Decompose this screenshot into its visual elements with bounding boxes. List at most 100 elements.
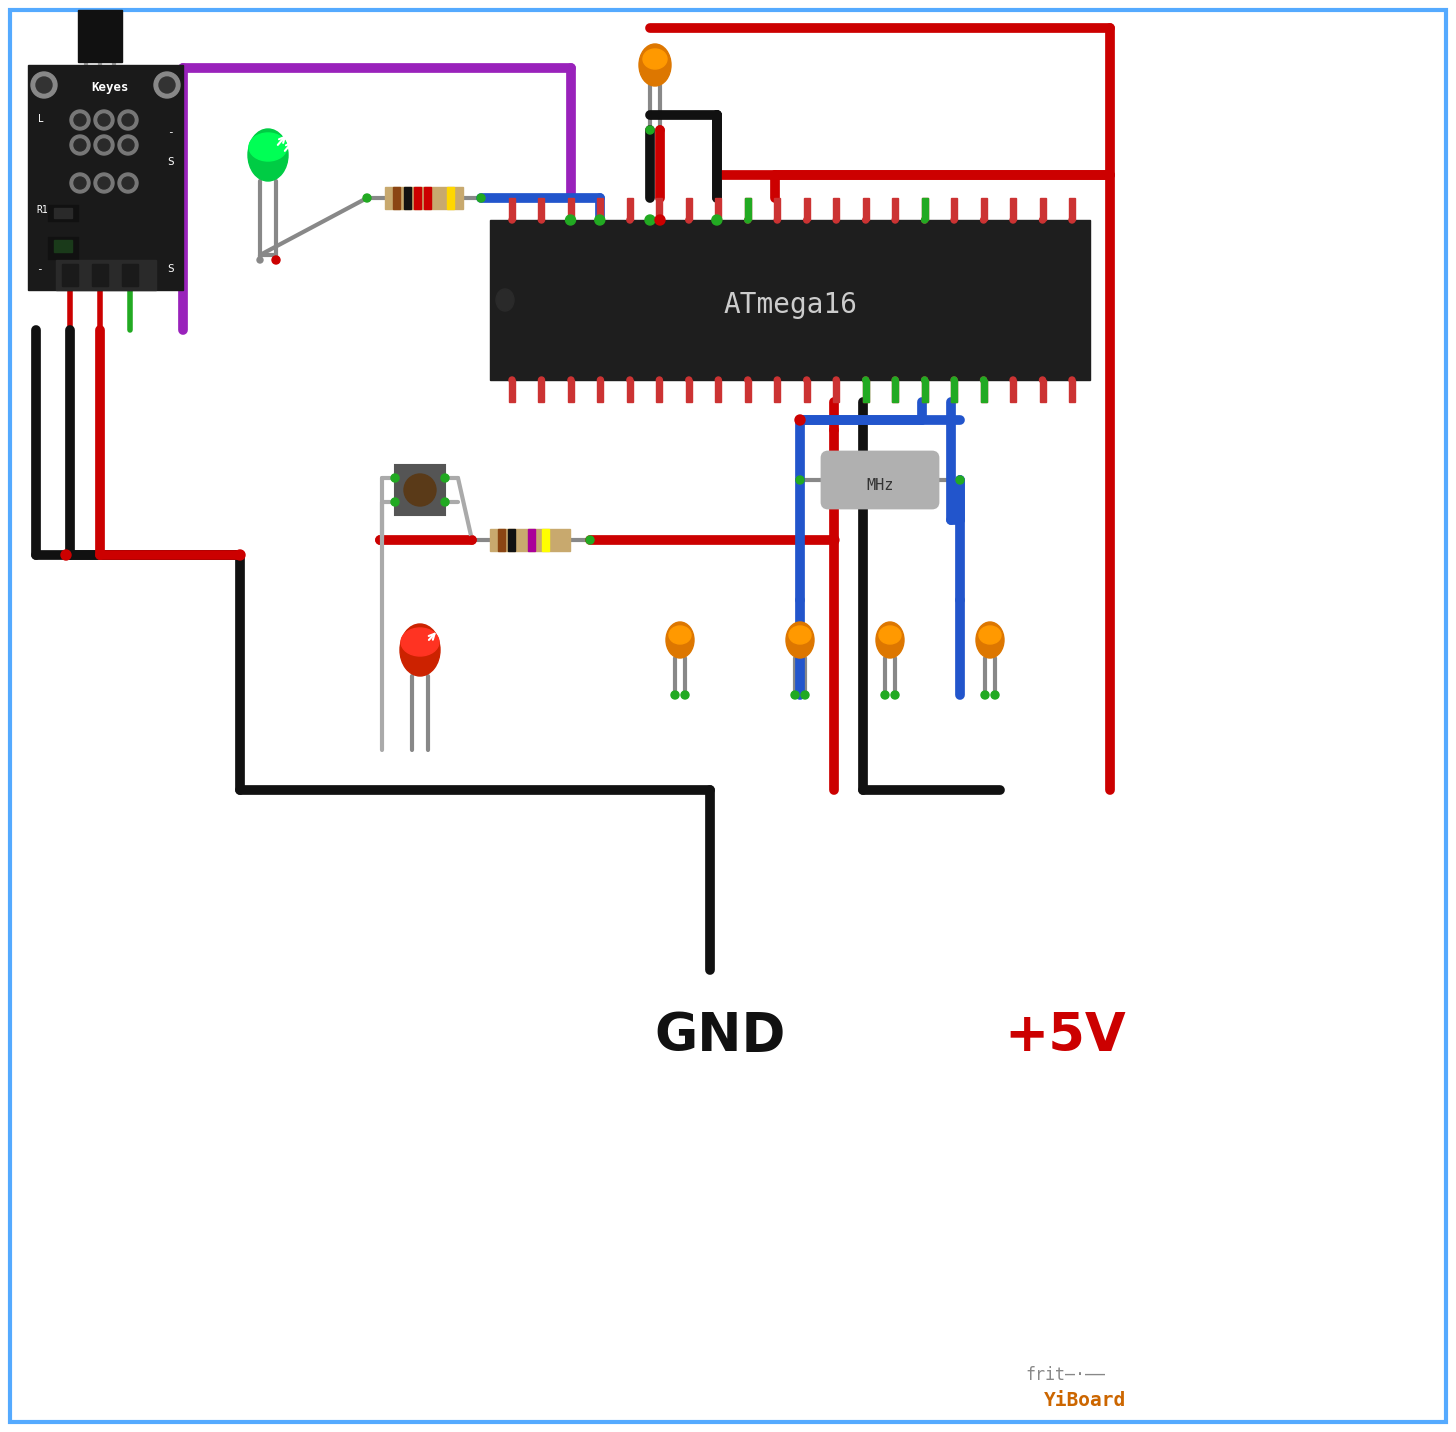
Bar: [48, 205, 79, 221]
Circle shape: [118, 110, 138, 130]
Circle shape: [645, 215, 655, 225]
Bar: [63, 263, 79, 286]
Bar: [414, 188, 421, 209]
Bar: [922, 379, 927, 402]
Bar: [498, 528, 505, 551]
Circle shape: [568, 377, 574, 382]
Text: +5V: +5V: [1005, 1010, 1125, 1063]
Circle shape: [70, 173, 90, 193]
Circle shape: [597, 377, 603, 382]
Circle shape: [441, 474, 448, 483]
Circle shape: [657, 377, 662, 382]
Bar: [980, 198, 987, 221]
Bar: [951, 379, 957, 402]
Text: GND: GND: [654, 1010, 786, 1063]
Ellipse shape: [665, 621, 695, 657]
Circle shape: [657, 126, 664, 135]
Bar: [863, 379, 869, 402]
Circle shape: [646, 126, 654, 135]
Circle shape: [1069, 218, 1075, 223]
Circle shape: [31, 72, 57, 97]
Bar: [804, 198, 810, 221]
Bar: [745, 198, 751, 221]
Bar: [980, 379, 987, 402]
Ellipse shape: [496, 289, 514, 311]
Circle shape: [922, 218, 927, 223]
Bar: [893, 379, 898, 402]
Bar: [79, 10, 122, 62]
Bar: [657, 198, 662, 221]
Circle shape: [655, 215, 665, 225]
Circle shape: [596, 215, 604, 225]
Circle shape: [980, 377, 987, 382]
Bar: [447, 188, 454, 209]
FancyBboxPatch shape: [823, 453, 938, 508]
Circle shape: [791, 692, 799, 699]
Circle shape: [745, 218, 751, 223]
Circle shape: [1040, 218, 1045, 223]
Ellipse shape: [976, 621, 1005, 657]
Circle shape: [565, 215, 575, 225]
Circle shape: [98, 115, 111, 126]
Circle shape: [657, 218, 662, 223]
Circle shape: [715, 218, 721, 223]
Bar: [508, 528, 515, 551]
Bar: [403, 188, 411, 209]
Circle shape: [539, 218, 545, 223]
Circle shape: [833, 377, 839, 382]
Bar: [833, 379, 839, 402]
Bar: [980, 379, 987, 402]
Text: ATmega16: ATmega16: [724, 291, 858, 319]
Bar: [424, 188, 431, 209]
Circle shape: [95, 135, 114, 155]
Circle shape: [597, 218, 603, 223]
Ellipse shape: [400, 624, 440, 676]
Circle shape: [61, 550, 71, 560]
Circle shape: [992, 692, 999, 699]
Bar: [804, 379, 810, 402]
Ellipse shape: [879, 626, 901, 644]
Bar: [539, 379, 545, 402]
Bar: [568, 379, 574, 402]
Bar: [28, 64, 183, 291]
Circle shape: [478, 193, 485, 202]
Bar: [510, 379, 515, 402]
Bar: [775, 198, 780, 221]
Circle shape: [951, 218, 957, 223]
Circle shape: [510, 377, 515, 382]
Circle shape: [74, 139, 86, 150]
Circle shape: [585, 536, 594, 544]
Bar: [1040, 379, 1045, 402]
Circle shape: [712, 215, 722, 225]
Bar: [745, 379, 751, 402]
Bar: [893, 198, 898, 221]
Bar: [597, 379, 603, 402]
Circle shape: [775, 218, 780, 223]
Bar: [92, 263, 108, 286]
Circle shape: [980, 218, 987, 223]
Circle shape: [628, 218, 633, 223]
Ellipse shape: [249, 133, 287, 160]
Circle shape: [70, 135, 90, 155]
Circle shape: [863, 377, 869, 382]
Circle shape: [74, 178, 86, 189]
Text: frit—·——: frit—·——: [1025, 1366, 1105, 1383]
Circle shape: [392, 498, 399, 505]
Bar: [922, 379, 927, 402]
Text: R1: R1: [36, 205, 48, 215]
Bar: [529, 528, 534, 551]
Circle shape: [272, 256, 280, 263]
Circle shape: [891, 692, 898, 699]
Circle shape: [981, 692, 989, 699]
Circle shape: [98, 139, 111, 150]
Circle shape: [801, 692, 810, 699]
Circle shape: [539, 377, 545, 382]
Bar: [539, 198, 545, 221]
Circle shape: [922, 377, 927, 382]
Circle shape: [804, 218, 810, 223]
Bar: [833, 198, 839, 221]
Bar: [863, 198, 869, 221]
Circle shape: [1010, 377, 1016, 382]
Ellipse shape: [789, 626, 811, 644]
Bar: [628, 198, 633, 221]
